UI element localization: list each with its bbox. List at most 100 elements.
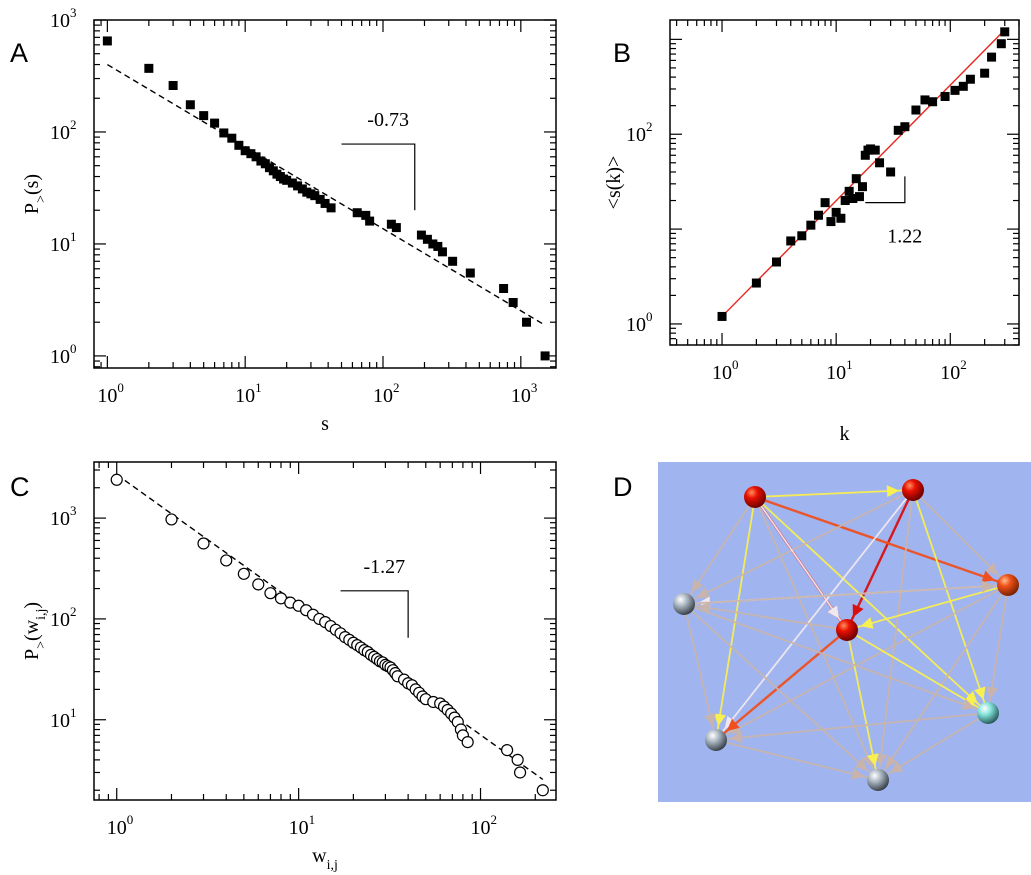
x-tick-label: 101 <box>826 357 853 384</box>
x-tick-exponent: 2 <box>491 812 498 827</box>
y-axis-label-rest: ) <box>21 602 43 609</box>
network-edge <box>715 496 756 741</box>
data-point <box>511 753 524 766</box>
plot-frame <box>93 19 557 369</box>
y-tick-label: 102 <box>50 604 77 631</box>
data-point <box>293 181 303 191</box>
data-point <box>197 537 210 550</box>
fit-line <box>721 29 1006 317</box>
data-point <box>352 208 362 218</box>
y-tick-exponent: 0 <box>646 309 653 324</box>
y-axis-label: P>(wi,j) <box>21 602 49 660</box>
data-point <box>522 317 532 327</box>
network-edge <box>754 496 989 714</box>
y-axis-label-subscript: i,j <box>34 609 49 620</box>
y-tick-exponent: 2 <box>70 604 77 619</box>
network-node <box>977 702 999 724</box>
y-tick-exponent: 1 <box>70 229 77 244</box>
network-edge <box>715 739 879 781</box>
y-axis-label: <s(k)> <box>603 156 625 210</box>
data-point <box>165 513 178 526</box>
data-point <box>264 587 277 600</box>
data-point <box>536 784 549 797</box>
data-point <box>886 167 896 177</box>
network-node <box>867 769 889 791</box>
x-tick-exponent: 1 <box>846 357 853 372</box>
network-edge <box>683 603 879 781</box>
y-axis-label-subscript: > <box>34 641 49 649</box>
x-tick-label: 101 <box>235 380 262 407</box>
data-point <box>185 100 195 110</box>
x-tick-label: 103 <box>511 380 538 407</box>
network-arrowhead <box>827 605 840 619</box>
data-point <box>416 230 426 240</box>
network-edge <box>715 584 1009 741</box>
network-arrowhead <box>726 718 740 731</box>
network-edge <box>754 489 914 498</box>
data-point <box>422 234 432 244</box>
network-arrowhead <box>854 758 868 771</box>
data-point <box>237 567 250 580</box>
slope-label: -1.27 <box>364 556 406 578</box>
data-point <box>227 133 237 143</box>
data-point <box>210 118 220 128</box>
network-edge <box>683 489 914 605</box>
network-node <box>902 479 924 501</box>
data-point <box>513 766 527 779</box>
data-point <box>320 198 330 208</box>
data-point <box>860 150 870 160</box>
data-point <box>717 311 727 321</box>
y-axis-label-rest: (s) <box>21 174 43 195</box>
plot-frame <box>93 461 557 801</box>
network-arrowhead <box>981 580 995 593</box>
x-axis-label: k <box>840 423 850 445</box>
data-point <box>144 63 154 73</box>
y-tick-exponent: 3 <box>70 503 77 518</box>
network-arrowhead <box>697 602 711 615</box>
x-tick-label: 100 <box>712 357 739 384</box>
data-point <box>940 91 950 101</box>
y-tick-label: 102 <box>50 117 77 144</box>
network-arrowhead <box>981 570 995 583</box>
data-point <box>870 145 880 155</box>
y-tick-label: 100 <box>50 341 77 368</box>
network-edge <box>754 495 1009 587</box>
network-arrowhead <box>851 767 865 780</box>
x-tick-exponent: 3 <box>531 380 538 395</box>
data-point <box>199 111 209 121</box>
y-tick-exponent: 2 <box>646 119 653 134</box>
data-point <box>857 182 867 192</box>
data-point <box>365 216 375 226</box>
network-node <box>705 729 727 751</box>
network-arrowhead <box>691 579 704 593</box>
data-point <box>813 210 823 220</box>
data-point <box>826 217 836 227</box>
data-point <box>866 144 876 154</box>
x-axis-label: wi,j <box>312 845 338 873</box>
data-point <box>500 744 514 757</box>
data-point <box>831 207 841 217</box>
x-tick-label: 102 <box>471 812 498 839</box>
network-edge <box>846 629 989 714</box>
data-point <box>220 554 233 567</box>
network-arrowhead <box>866 753 879 767</box>
data-point <box>958 81 968 91</box>
network-edge <box>715 629 848 741</box>
panel-letter-b: B <box>613 38 631 68</box>
panel-letter-c: C <box>10 472 30 502</box>
network-arrowhead <box>860 617 874 629</box>
x-axis-label-subscript: i,j <box>327 858 338 873</box>
data-point <box>168 81 178 91</box>
data-point <box>246 149 256 159</box>
data-point <box>282 175 292 185</box>
y-tick-exponent: 3 <box>70 5 77 20</box>
panel-letter-d: D <box>613 472 633 502</box>
data-point <box>499 284 509 294</box>
network-node <box>836 619 858 641</box>
y-tick-exponent: 0 <box>70 341 77 356</box>
data-point <box>315 194 325 204</box>
network-arrowhead <box>889 761 904 773</box>
